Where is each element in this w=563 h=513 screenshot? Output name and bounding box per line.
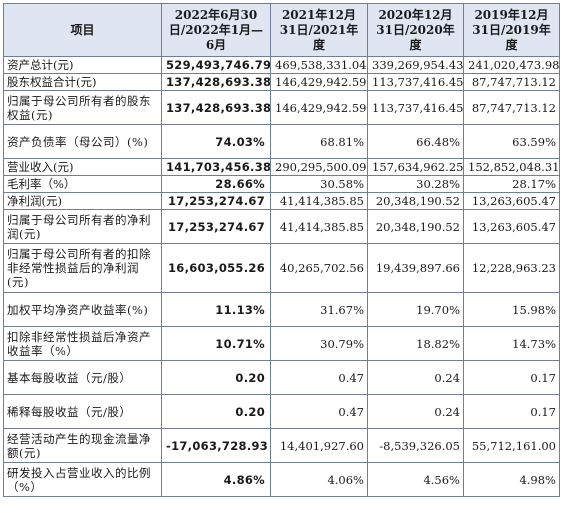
cell-2019: 13,263,605.47 — [463, 192, 560, 210]
table-row: 归属于母公司所有者的股东权益(元) 137,428,693.38 146,429… — [3, 90, 560, 125]
financial-indicators-table: 项目 2022年6月30日/2022年1月—6月 2021年12月31日/202… — [3, 3, 560, 497]
cell-2020: 0.24 — [367, 360, 464, 395]
cell-2019: 14.73% — [463, 326, 560, 361]
cell-2019: 12,228,963.23 — [463, 243, 560, 293]
cell-2022h1: 10.71% — [161, 326, 271, 361]
table-row: 研发投入占营业收入的比例（%） 4.86% 4.06% 4.56% 4.98% — [3, 462, 560, 497]
cell-2019: 15.98% — [463, 292, 560, 327]
row-label: 资产负债率（母公司）(%) — [3, 124, 162, 159]
table-row: 经营活动产生的现金流量净额(元) -17,063,728.93 14,401,9… — [3, 428, 560, 463]
header-col-2021: 2021年12月31日/2021年度 — [270, 3, 368, 57]
cell-2019: 63.59% — [463, 124, 560, 159]
row-label: 资产总计(元) — [3, 56, 162, 74]
table-header-row: 项目 2022年6月30日/2022年1月—6月 2021年12月31日/202… — [3, 3, 560, 57]
cell-2020: 0.24 — [367, 394, 464, 429]
table-row: 股东权益合计(元) 137,428,693.38 146,429,942.59 … — [3, 73, 560, 91]
table-row: 归属于母公司所有者的扣除非经常性损益后的净利润(元) 16,603,055.26… — [3, 243, 560, 293]
cell-2019: 87,747,713.12 — [463, 73, 560, 91]
header-col-2022h1: 2022年6月30日/2022年1月—6月 — [161, 3, 271, 57]
table-row: 资产总计(元) 529,493,746.79 469,538,331.04 33… — [3, 56, 560, 74]
cell-2021: 41,414,385.85 — [270, 209, 368, 244]
cell-2019: 13,263,605.47 — [463, 209, 560, 244]
cell-2022h1: -17,063,728.93 — [161, 428, 271, 463]
row-label: 归属于母公司所有者的净利润(元) — [3, 209, 162, 244]
cell-2022h1: 28.66% — [161, 175, 271, 193]
cell-2021: 4.06% — [270, 462, 368, 497]
cell-2021: 31.67% — [270, 292, 368, 327]
cell-2020: 157,634,962.25 — [367, 158, 464, 176]
cell-2021: 146,429,942.59 — [270, 73, 368, 91]
cell-2022h1: 529,493,746.79 — [161, 56, 271, 74]
cell-2019: 87,747,713.12 — [463, 90, 560, 125]
cell-2020: 339,269,954.43 — [367, 56, 464, 74]
cell-2019: 55,712,161.00 — [463, 428, 560, 463]
cell-2021: 40,265,702.56 — [270, 243, 368, 293]
cell-2021: 0.47 — [270, 394, 368, 429]
cell-2022h1: 74.03% — [161, 124, 271, 159]
cell-2020: 19,439,897.66 — [367, 243, 464, 293]
cell-2019: 28.17% — [463, 175, 560, 193]
cell-2022h1: 0.20 — [161, 360, 271, 395]
cell-2020: 30.28% — [367, 175, 464, 193]
row-label: 研发投入占营业收入的比例（%） — [3, 462, 162, 497]
table-row: 扣除非经常性损益后净资产收益率（%） 10.71% 30.79% 18.82% … — [3, 326, 560, 361]
cell-2019: 4.98% — [463, 462, 560, 497]
cell-2022h1: 0.20 — [161, 394, 271, 429]
table-row: 稀释每股收益（元/股） 0.20 0.47 0.24 0.17 — [3, 394, 560, 429]
cell-2021: 146,429,942.59 — [270, 90, 368, 125]
header-item: 项目 — [3, 3, 162, 57]
cell-2022h1: 17,253,274.67 — [161, 192, 271, 210]
cell-2021: 30.79% — [270, 326, 368, 361]
cell-2020: 113,737,416.45 — [367, 90, 464, 125]
row-label: 经营活动产生的现金流量净额(元) — [3, 428, 162, 463]
cell-2021: 290,295,500.09 — [270, 158, 368, 176]
cell-2020: 4.56% — [367, 462, 464, 497]
row-label: 扣除非经常性损益后净资产收益率（%） — [3, 326, 162, 361]
cell-2021: 14,401,927.60 — [270, 428, 368, 463]
financial-table-container: 项目 2022年6月30日/2022年1月—6月 2021年12月31日/202… — [3, 3, 560, 497]
table-row: 净利润(元) 17,253,274.67 41,414,385.85 20,34… — [3, 192, 560, 210]
table-row: 资产负债率（母公司）(%) 74.03% 68.81% 66.48% 63.59… — [3, 124, 560, 159]
row-label: 稀释每股收益（元/股） — [3, 394, 162, 429]
cell-2019: 241,020,473.98 — [463, 56, 560, 74]
header-col-2019: 2019年12月31日/2019年度 — [463, 3, 560, 57]
cell-2019: 0.17 — [463, 394, 560, 429]
table-row: 营业收入(元) 141,703,456.38 290,295,500.09 15… — [3, 158, 560, 176]
row-label: 营业收入(元) — [3, 158, 162, 176]
row-label: 股东权益合计(元) — [3, 73, 162, 91]
row-label: 归属于母公司所有者的股东权益(元) — [3, 90, 162, 125]
cell-2021: 68.81% — [270, 124, 368, 159]
row-label: 毛利率（%） — [3, 175, 162, 193]
cell-2022h1: 141,703,456.38 — [161, 158, 271, 176]
table-row: 加权平均净资产收益率(%) 11.13% 31.67% 19.70% 15.98… — [3, 292, 560, 327]
header-col-2020: 2020年12月31日/2020年度 — [367, 3, 464, 57]
table-row: 毛利率（%） 28.66% 30.58% 30.28% 28.17% — [3, 175, 560, 193]
cell-2022h1: 137,428,693.38 — [161, 73, 271, 91]
cell-2020: 20,348,190.52 — [367, 192, 464, 210]
cell-2020: 18.82% — [367, 326, 464, 361]
cell-2021: 469,538,331.04 — [270, 56, 368, 74]
row-label: 净利润(元) — [3, 192, 162, 210]
cell-2022h1: 11.13% — [161, 292, 271, 327]
table-row: 基本每股收益（元/股） 0.20 0.47 0.24 0.17 — [3, 360, 560, 395]
cell-2021: 41,414,385.85 — [270, 192, 368, 210]
cell-2022h1: 16,603,055.26 — [161, 243, 271, 293]
cell-2022h1: 137,428,693.38 — [161, 90, 271, 125]
row-label: 归属于母公司所有者的扣除非经常性损益后的净利润(元) — [3, 243, 162, 293]
cell-2019: 152,852,048.31 — [463, 158, 560, 176]
cell-2020: -8,539,326.05 — [367, 428, 464, 463]
table-row: 归属于母公司所有者的净利润(元) 17,253,274.67 41,414,38… — [3, 209, 560, 244]
cell-2022h1: 4.86% — [161, 462, 271, 497]
row-label: 基本每股收益（元/股） — [3, 360, 162, 395]
cell-2021: 0.47 — [270, 360, 368, 395]
cell-2019: 0.17 — [463, 360, 560, 395]
cell-2020: 113,737,416.45 — [367, 73, 464, 91]
cell-2020: 66.48% — [367, 124, 464, 159]
cell-2020: 20,348,190.52 — [367, 209, 464, 244]
cell-2020: 19.70% — [367, 292, 464, 327]
row-label: 加权平均净资产收益率(%) — [3, 292, 162, 327]
cell-2021: 30.58% — [270, 175, 368, 193]
cell-2022h1: 17,253,274.67 — [161, 209, 271, 244]
